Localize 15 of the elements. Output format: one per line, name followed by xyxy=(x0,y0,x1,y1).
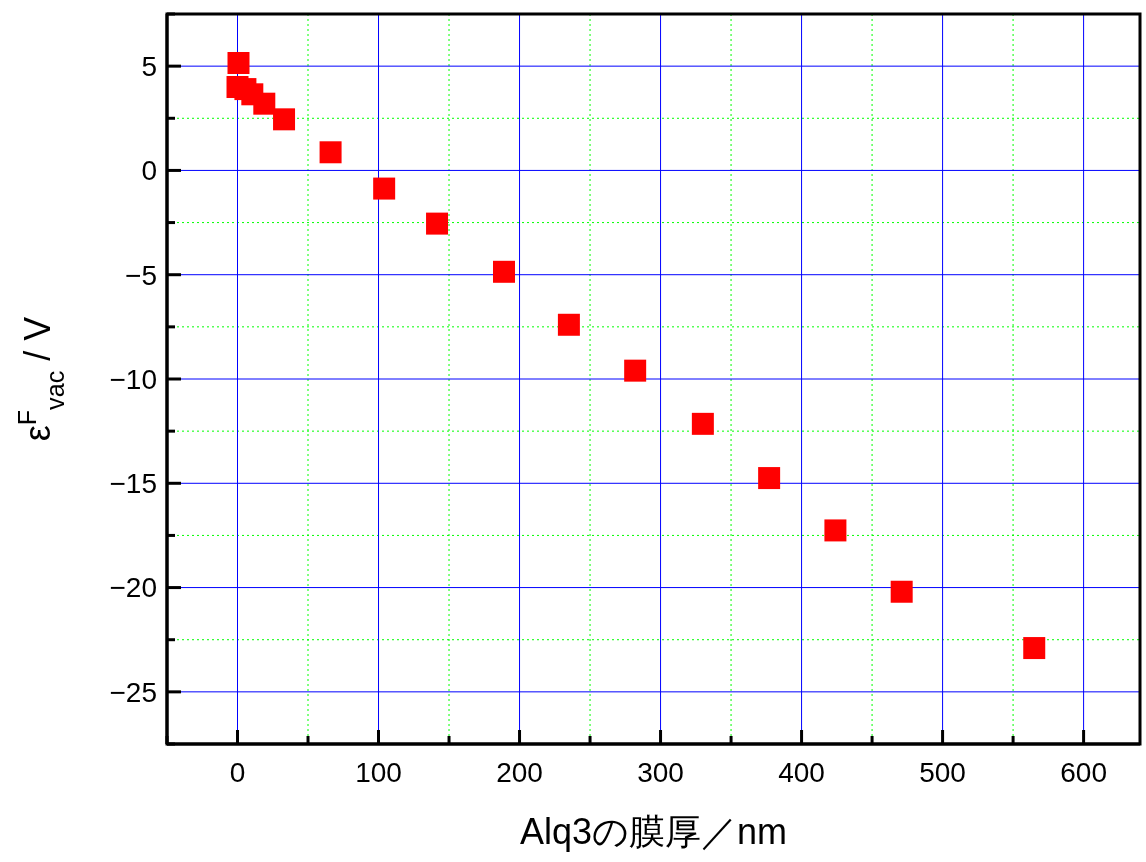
x-tick-label: 200 xyxy=(496,757,543,788)
y-tick-label: −5 xyxy=(125,259,157,291)
x-tick-label: 600 xyxy=(1060,757,1107,788)
y-tick-label: 0 xyxy=(141,155,157,187)
y-tick-label: −25 xyxy=(109,676,157,708)
y-tick-label: −15 xyxy=(109,468,157,500)
x-tick-label: 500 xyxy=(919,757,966,788)
x-tick-label: 400 xyxy=(778,757,825,788)
x-tick-label: 100 xyxy=(355,757,402,788)
y-tick-label: −20 xyxy=(109,572,157,604)
x-axis-title: Alq3の膜厚／nm xyxy=(519,811,788,852)
x-tick-label: 0 xyxy=(229,757,246,788)
x-tick-label: 300 xyxy=(637,757,684,788)
y-tick-label: 5 xyxy=(141,50,157,82)
y-tick-label: −10 xyxy=(109,363,157,395)
